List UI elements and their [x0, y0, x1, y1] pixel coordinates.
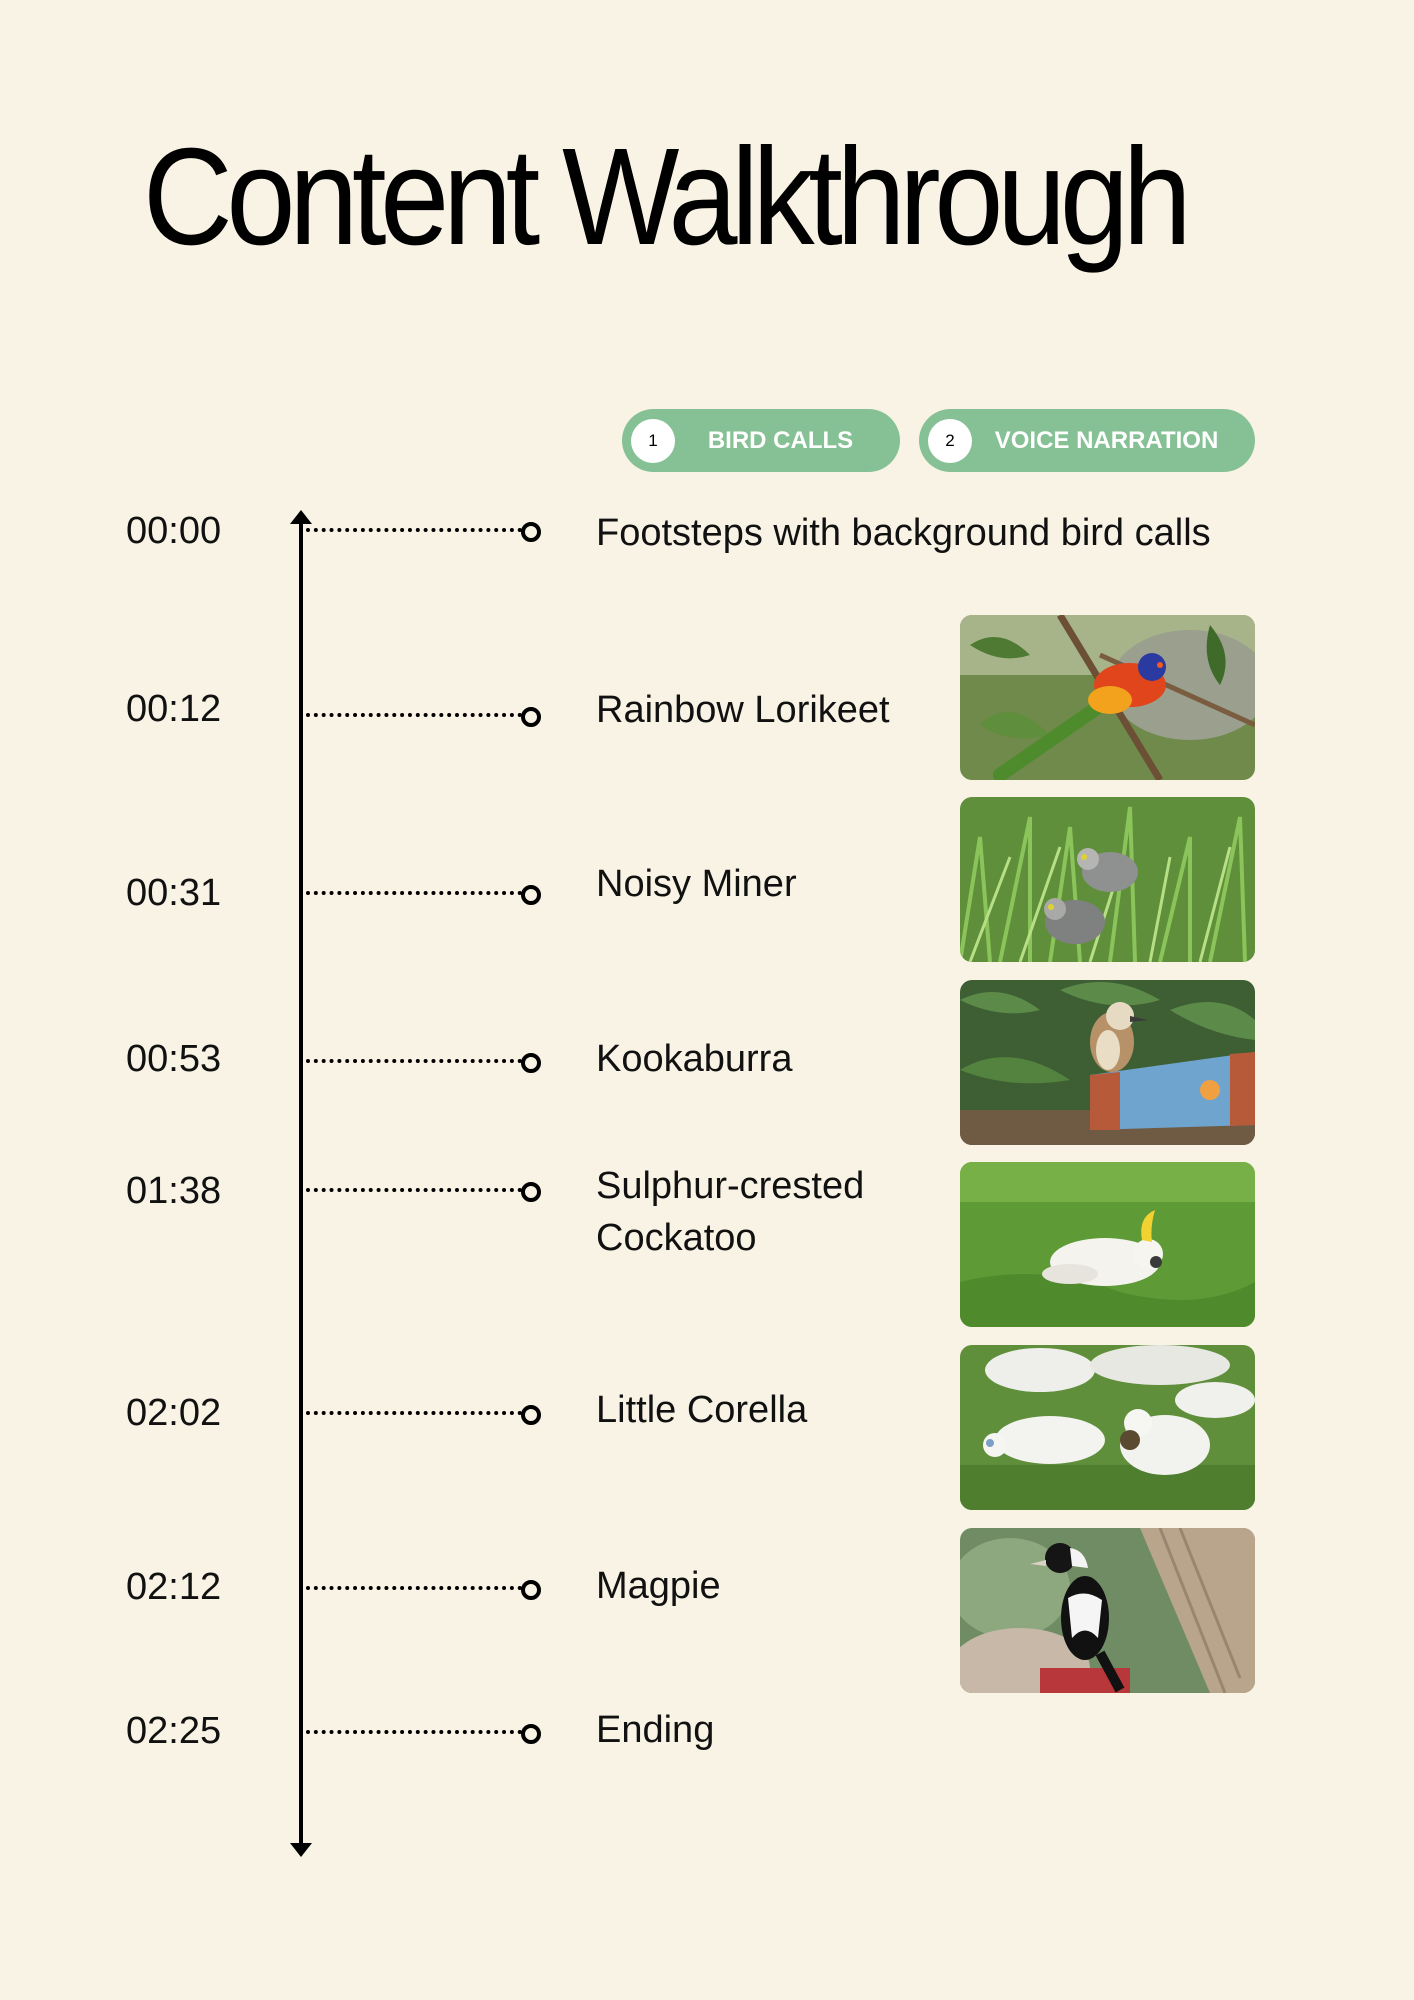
- legend-label: VOICE NARRATION: [994, 426, 1219, 454]
- timeline-entry-footsteps: Footsteps with background bird calls: [596, 512, 1211, 554]
- noisy-miner-photo: [960, 797, 1255, 962]
- dotted-connector: [306, 1059, 522, 1063]
- axis-arrow-up-icon: [290, 510, 312, 524]
- little-corella-photo: [960, 1345, 1255, 1510]
- dotted-connector: [306, 1730, 522, 1734]
- timestamp: 00:12: [126, 688, 222, 730]
- page-title: Content Walkthrough: [143, 120, 1192, 274]
- entry-line: Cockatoo: [596, 1217, 757, 1259]
- axis-arrow-down-icon: [290, 1843, 312, 1857]
- sulphur-crested-cockatoo-photo: [960, 1162, 1255, 1327]
- magpie-photo: [960, 1528, 1255, 1693]
- timestamp: 02:02: [126, 1392, 222, 1434]
- legend-voice-narration-pill[interactable]: 2 VOICE NARRATION: [919, 409, 1255, 472]
- timeline-node-icon: [521, 1182, 541, 1202]
- timeline-node-icon: [521, 1405, 541, 1425]
- legend-number-badge: 1: [631, 418, 675, 463]
- timeline-node-icon: [521, 522, 541, 542]
- timeline-entry-rainbow-lorikeet: Rainbow Lorikeet: [596, 689, 890, 731]
- timestamp: 02:25: [126, 1710, 222, 1752]
- timeline-node-icon: [521, 1580, 541, 1600]
- rainbow-lorikeet-photo: [960, 615, 1255, 780]
- timeline-entry-little-corella: Little Corella: [596, 1389, 808, 1431]
- legend-bird-calls-pill[interactable]: 1 BIRD CALLS: [622, 409, 900, 472]
- timestamp: 00:00: [126, 510, 222, 552]
- timestamp: 01:38: [126, 1170, 222, 1212]
- legend-number-badge: 2: [928, 418, 972, 463]
- dotted-connector: [306, 891, 522, 895]
- timeline-node-icon: [521, 1724, 541, 1744]
- timeline-node-icon: [521, 885, 541, 905]
- timeline-node-icon: [521, 707, 541, 727]
- timeline-entry-noisy-miner: Noisy Miner: [596, 863, 797, 905]
- legend-label: BIRD CALLS: [707, 426, 854, 454]
- timeline-axis: [299, 518, 303, 1848]
- timeline-node-icon: [521, 1053, 541, 1073]
- timeline-entry-ending: Ending: [596, 1709, 715, 1751]
- dotted-connector: [306, 528, 522, 532]
- timeline-entry-cockatoo: Sulphur-crested Cockatoo: [596, 1160, 864, 1264]
- timestamp: 00:53: [126, 1038, 222, 1080]
- dotted-connector: [306, 1411, 522, 1415]
- dotted-connector: [306, 1188, 522, 1192]
- entry-line: Sulphur-crested: [596, 1165, 865, 1207]
- dotted-connector: [306, 1586, 522, 1590]
- timestamp: 00:31: [126, 872, 222, 914]
- timeline-entry-magpie: Magpie: [596, 1565, 721, 1607]
- timestamp: 02:12: [126, 1566, 222, 1608]
- timeline-entry-kookaburra: Kookaburra: [596, 1038, 793, 1080]
- kookaburra-photo: [960, 980, 1255, 1145]
- dotted-connector: [306, 713, 522, 717]
